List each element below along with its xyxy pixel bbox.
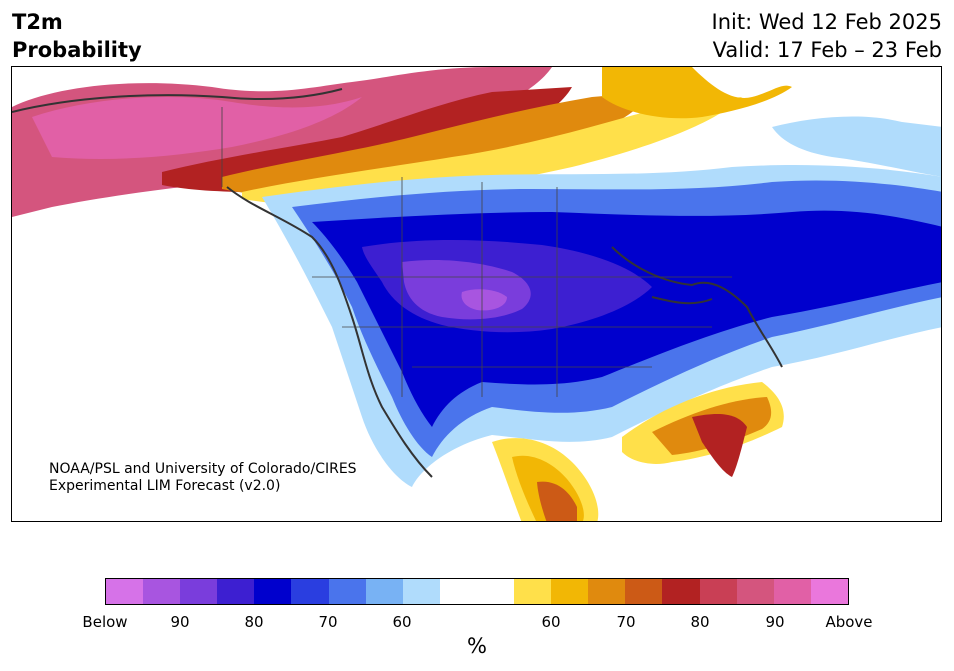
region-alaska-core [32, 97, 362, 159]
colorbar-segment-19 [810, 579, 848, 604]
region-florida-red [692, 414, 747, 477]
colorbar-segment-5 [291, 579, 329, 604]
colorbar-segment-7 [365, 579, 403, 604]
colorbar-segment-16 [699, 579, 737, 604]
colorbar-segment-17 [736, 579, 774, 604]
region-hudson-orange [602, 67, 792, 119]
colorbar-segment-15 [662, 579, 700, 604]
tick-label-2: 80 [244, 613, 264, 631]
colorbar-segment-12 [551, 579, 589, 604]
init-date: Init: Wed 12 Feb 2025 [711, 10, 942, 34]
tick-label-0: Below [82, 613, 128, 631]
credit-text: NOAA/PSL and University of Colorado/CIRE… [49, 461, 357, 495]
colorbar-segment-2 [180, 579, 218, 604]
colorbar-segment-10 [476, 579, 515, 604]
colorbar-segment-8 [402, 579, 440, 604]
colorbar-segment-11 [514, 579, 552, 604]
colorbar [105, 578, 849, 605]
valid-date: Valid: 17 Feb – 23 Feb [712, 38, 942, 62]
tick-label-7: 80 [690, 613, 710, 631]
colorbar-segment-1 [143, 579, 181, 604]
tick-label-9: Above [825, 613, 873, 631]
colorbar-segment-9 [439, 579, 477, 604]
tick-label-3: 70 [318, 613, 338, 631]
region-quebec-lightblue [772, 116, 941, 177]
title-line1: T2m [12, 10, 63, 34]
credit-line1: NOAA/PSL and University of Colorado/CIRE… [49, 461, 357, 477]
tick-label-1: 90 [170, 613, 190, 631]
region-canada-orange [222, 92, 652, 198]
tick-label-5: 60 [541, 613, 561, 631]
colorbar-segment-3 [217, 579, 255, 604]
colorbar-segment-13 [588, 579, 626, 604]
colorbar-segment-14 [625, 579, 663, 604]
region-yukon-red [162, 87, 572, 192]
unit-label: % [467, 634, 487, 658]
colorbar-segment-18 [773, 579, 811, 604]
map-title: T2m Probability [12, 8, 142, 64]
forecast-map [12, 67, 941, 521]
date-info: Init: Wed 12 Feb 2025 Valid: 17 Feb – 23… [712, 8, 942, 64]
tick-label-8: 90 [765, 613, 785, 631]
title-line2: Probability [12, 38, 142, 62]
map-panel [11, 66, 942, 522]
state-borders [221, 107, 732, 397]
credit-line2: Experimental LIM Forecast (v2.0) [49, 478, 281, 494]
region-cold-core [461, 289, 507, 311]
coastline [12, 88, 783, 478]
colorbar-segment-0 [106, 579, 144, 604]
colorbar-segment-4 [254, 579, 292, 604]
colorbar-segment-6 [328, 579, 366, 604]
region-mexico-red [537, 481, 577, 521]
tick-label-6: 70 [616, 613, 636, 631]
tick-label-4: 60 [392, 613, 412, 631]
region-canada-yellow [242, 97, 742, 206]
